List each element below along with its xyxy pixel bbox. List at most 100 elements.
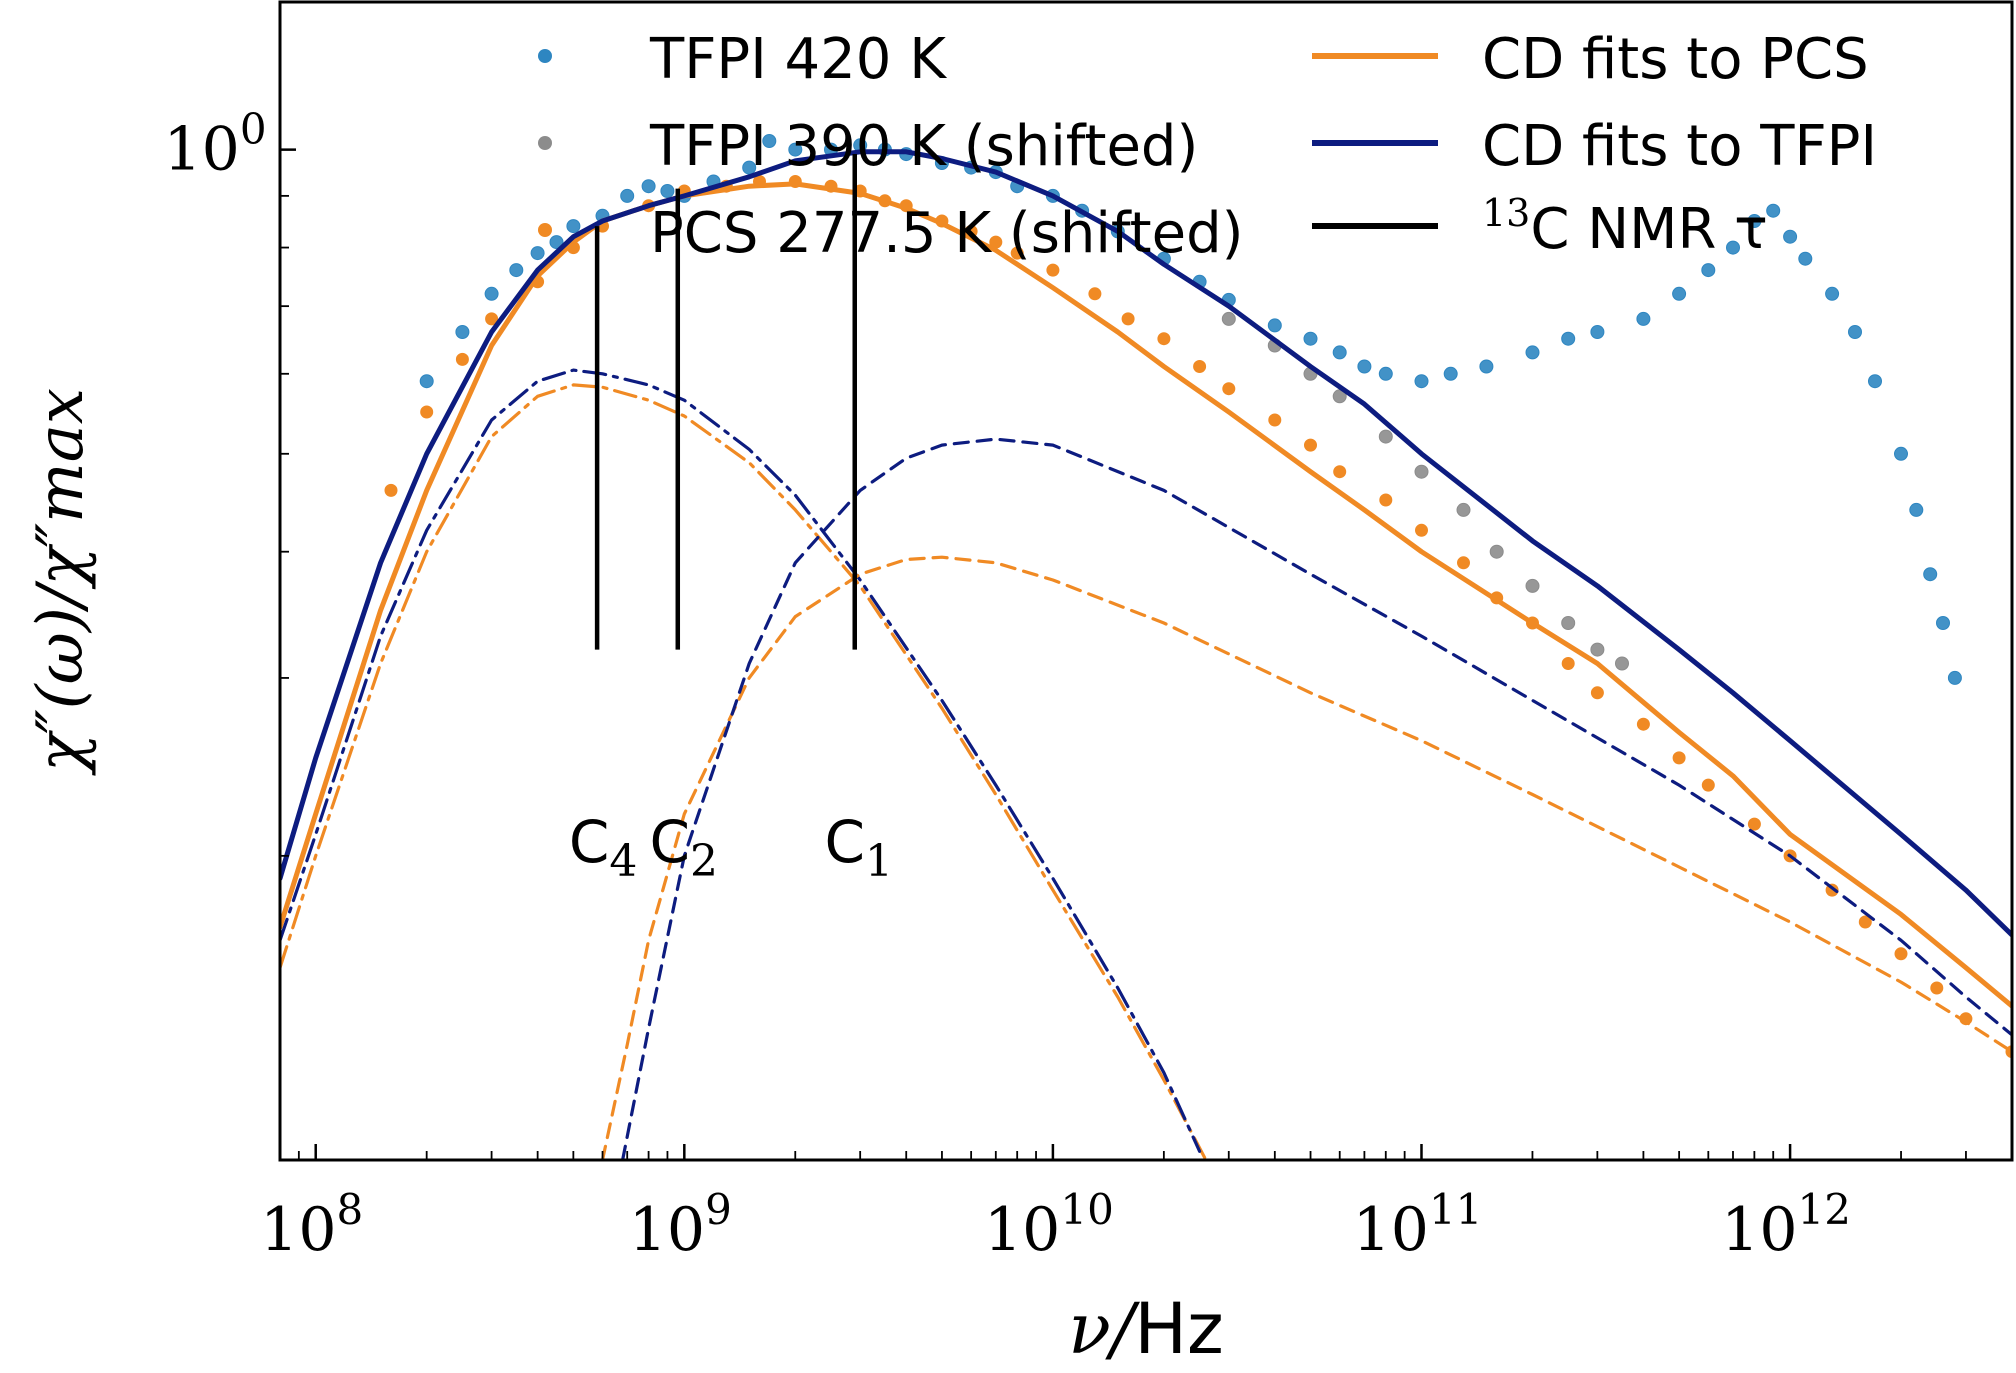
x-tick-label: 1012	[1721, 1185, 1851, 1265]
legend: TFPI 420 K TFPI 390 K (shifted) PCS 277.5 …	[538, 27, 1877, 266]
x-axis-symbol: ν/	[1068, 1288, 1141, 1370]
data-point-tfpi420-55	[1936, 616, 1950, 630]
x-tick-exponent: 8	[337, 1185, 364, 1234]
data-point-pcs-22	[1121, 312, 1135, 326]
data-point-tfpi390-5	[1414, 464, 1429, 479]
series-cd_pcs-dashed-line	[600, 555, 2012, 1160]
data-point-tfpi420-2	[484, 286, 499, 301]
legend-entry-cd_pcs: CD fits to PCS	[1312, 27, 1869, 92]
data-point-tfpi420-13	[742, 160, 757, 175]
data-point-tfpi420-52	[1894, 446, 1908, 461]
data-point-tfpi420-53	[1909, 502, 1924, 517]
legend-label-superscript: 13	[1482, 191, 1530, 235]
data-point-tfpi420-50	[1848, 325, 1862, 339]
data-point-tfpi420-47	[1783, 229, 1798, 244]
data-point-tfpi420-3	[509, 263, 524, 278]
data-point-tfpi420-39	[1561, 331, 1576, 346]
legend-label-cd_pcs: CD fits to PCS	[1482, 27, 1869, 92]
plot-area: C4 C2 C1	[280, 134, 2012, 1160]
legend-label-nmr: 13C NMR τ	[1482, 191, 1768, 262]
nmr-marker-label-2: C2	[650, 808, 719, 887]
series-cd_tfpi-dashdot-line	[280, 368, 1202, 1153]
data-point-pcs-24	[1193, 360, 1207, 373]
data-point-tfpi390-11	[1615, 656, 1629, 671]
data-point-tfpi420-38	[1525, 345, 1540, 360]
data-point-tfpi420-40	[1590, 325, 1605, 339]
data-point-tfpi390-4	[1378, 429, 1393, 444]
data-point-pcs-20	[1046, 263, 1060, 277]
data-point-tfpi420-30	[1267, 318, 1282, 333]
data-point-tfpi420-33	[1357, 359, 1372, 374]
data-point-tfpi390-9	[1561, 616, 1576, 630]
data-point-tfpi420-0	[419, 374, 434, 389]
series-cd_pcs-solid-line	[280, 181, 2012, 1009]
data-point-tfpi420-35	[1414, 374, 1429, 389]
x-tick-exponent: 12	[1798, 1185, 1851, 1234]
data-point-pcs-34	[1561, 657, 1575, 670]
data-point-pcs-39	[1747, 817, 1761, 831]
x-tick-label: 1010	[984, 1185, 1114, 1265]
legend-label-tfpi420: TFPI 420 K	[649, 27, 947, 92]
data-point-tfpi420-51	[1868, 374, 1882, 389]
data-point-tfpi420-46	[1766, 203, 1781, 218]
data-point-tfpi420-6	[566, 219, 581, 234]
data-point-tfpi420-15	[788, 142, 803, 157]
data-point-tfpi420-8	[620, 188, 635, 203]
x-tick-label: 1011	[1353, 1185, 1483, 1265]
series-cd_tfpi-dashed-line	[621, 437, 2012, 1160]
legend-entry-tfpi390: TFPI 390 K (shifted)	[538, 114, 1198, 179]
nmr-marker-label-4: C4	[569, 808, 638, 887]
data-point-tfpi420-41	[1636, 311, 1651, 326]
data-point-pcs-21	[1088, 287, 1102, 301]
data-point-tfpi420-37	[1479, 359, 1494, 374]
data-point-pcs-43	[1894, 947, 1908, 961]
data-point-tfpi420-10	[660, 184, 675, 198]
plot-content	[280, 134, 2012, 1160]
x-axis-unit: Hz	[1134, 1288, 1223, 1370]
x-axis-label: ν/Hz	[1068, 1288, 1224, 1370]
data-point-tfpi420-9	[641, 179, 656, 194]
data-point-tfpi420-1	[455, 325, 470, 339]
y-tick-exponent: 0	[240, 105, 267, 154]
data-point-tfpi420-4	[530, 246, 545, 261]
data-point-pcs-3	[485, 312, 499, 326]
data-point-tfpi420-56	[1947, 670, 1962, 685]
data-point-pcs-37	[1672, 751, 1686, 765]
data-point-pcs-38	[1701, 778, 1715, 792]
data-point-pcs-2	[455, 352, 469, 366]
nmr-marker-subscript: 4	[609, 836, 637, 887]
legend-label-tfpi390: TFPI 390 K (shifted)	[649, 114, 1198, 179]
data-point-tfpi420-54	[1923, 567, 1938, 582]
data-point-pcs-26	[1268, 413, 1282, 427]
nmr-marker-subscript: 2	[690, 836, 718, 887]
legend-entry-cd_tfpi: CD fits to TFPI	[1312, 114, 1877, 179]
data-point-tfpi390-7	[1489, 544, 1504, 559]
data-point-pcs-31	[1457, 556, 1470, 570]
x-tick-label: 108	[260, 1185, 363, 1265]
series-pcs	[384, 175, 2012, 1059]
data-point-pcs-27	[1304, 438, 1317, 452]
legend-entry-pcs: PCS 277.5 K (shifted)	[538, 201, 1243, 266]
data-point-tfpi420-34	[1378, 366, 1393, 381]
data-point-pcs-36	[1636, 717, 1650, 731]
legend-label-text: C NMR τ	[1530, 197, 1768, 262]
data-point-tfpi420-31	[1303, 331, 1318, 346]
legend-marker-tfpi390	[538, 136, 552, 150]
data-point-tfpi420-32	[1332, 345, 1347, 360]
legend-entry-tfpi420: TFPI 420 K	[538, 27, 947, 92]
data-point-tfpi420-5	[549, 235, 564, 250]
y-axis-label: χ″(ω)/χ″max	[24, 388, 98, 776]
data-point-tfpi420-14	[762, 134, 777, 148]
series-cd_tfpi-solid-line	[280, 149, 2012, 938]
data-point-tfpi420-43	[1701, 263, 1716, 278]
legend-label-pcs: PCS 277.5 K (shifted)	[650, 201, 1243, 266]
x-tick-exponent: 11	[1429, 1185, 1482, 1234]
data-point-pcs-25	[1222, 382, 1236, 396]
data-point-tfpi420-42	[1672, 286, 1687, 301]
data-point-pcs-0	[384, 483, 398, 497]
data-point-pcs-35	[1590, 686, 1604, 700]
y-tick-label: 100	[163, 105, 266, 185]
data-point-pcs-19	[1010, 246, 1024, 260]
data-point-pcs-23	[1157, 332, 1171, 346]
series-tfpi390	[1221, 311, 1629, 671]
